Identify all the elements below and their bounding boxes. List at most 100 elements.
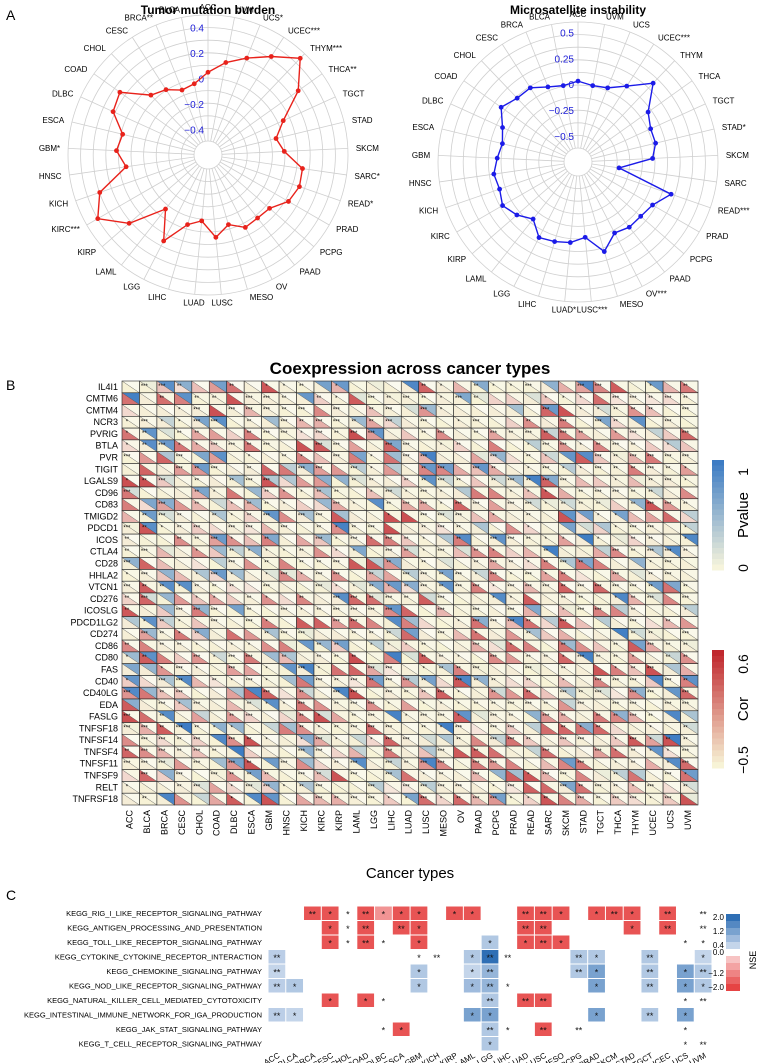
significance-mark: **	[561, 714, 566, 720]
significance-mark: **	[596, 726, 601, 732]
significance-mark: **	[474, 549, 479, 555]
significance-mark: ***	[315, 419, 323, 425]
gene-label: CD40LG	[83, 688, 118, 698]
cell-diagonal	[191, 380, 210, 393]
significance-mark: **	[369, 584, 374, 590]
cell-diagonal	[610, 463, 629, 476]
tmb-data-point	[161, 238, 167, 244]
msi-category-label: CESC	[476, 33, 498, 42]
cell-diagonal	[226, 451, 245, 464]
cell-diagonal	[680, 463, 699, 476]
tmb-category-label: GBM*	[39, 144, 60, 153]
cell-diagonal	[296, 439, 315, 452]
significance-mark: ***	[595, 490, 603, 496]
cell-diagonal	[418, 392, 437, 405]
tmb-category-label: COAD	[64, 65, 87, 74]
significance-mark: *	[335, 396, 338, 402]
significance-mark: **	[578, 502, 583, 508]
significance-mark: ***	[246, 525, 254, 531]
significance-mark: ***	[228, 667, 236, 673]
significance-mark: **	[561, 643, 566, 649]
cell-diagonal	[680, 498, 699, 511]
msi-category-label: LUAD*	[552, 305, 576, 314]
significance-mark: *	[527, 490, 530, 496]
cell-diagonal	[418, 404, 437, 417]
significance-mark: ***	[630, 679, 638, 685]
significance-mark: **	[282, 455, 287, 461]
significance-mark: ***	[438, 478, 446, 484]
msi-category-label: COAD	[434, 72, 457, 81]
significance-mark: *	[230, 514, 233, 520]
msi-radial-tick: −0.5	[554, 132, 574, 143]
tmb-category-label: OV	[276, 283, 288, 292]
significance-mark: **	[578, 690, 583, 696]
significance-mark: **	[596, 443, 601, 449]
msi-category-label: PRAD	[706, 232, 728, 241]
tmb-category-label: DLBC	[52, 90, 74, 99]
significance-mark: *	[580, 408, 583, 414]
cell-diagonal	[680, 380, 699, 393]
significance-mark: ***	[455, 679, 463, 685]
significance-mark: **	[194, 431, 199, 437]
msi-data-point	[668, 191, 674, 197]
cell-diagonal	[470, 404, 489, 417]
significance-mark: **	[159, 631, 164, 637]
significance-mark: ***	[385, 549, 393, 555]
cell-diagonal	[418, 522, 437, 535]
tmb-category-label: BLCA	[159, 6, 181, 15]
cell-diagonal	[209, 427, 227, 441]
significance-mark: ***	[682, 408, 690, 414]
cell-diagonal	[470, 486, 489, 499]
significance-mark: ***	[158, 478, 166, 484]
cell-diagonal	[383, 451, 402, 464]
cell-diagonal	[488, 380, 507, 393]
significance-mark: **	[142, 525, 147, 531]
significance-mark: ***	[420, 714, 428, 720]
tmb-spoke	[68, 147, 195, 155]
significance-mark: ***	[263, 584, 271, 590]
msi-category-label: UVM	[606, 13, 624, 22]
cell-diagonal	[488, 404, 507, 417]
cell-diagonal	[156, 510, 175, 523]
cell-diagonal	[348, 522, 367, 535]
cell-diagonal	[401, 463, 419, 476]
cell-diagonal	[540, 522, 559, 535]
cell-diagonal	[436, 498, 454, 511]
significance-mark: **	[526, 514, 531, 520]
tmb-spoke	[121, 165, 200, 266]
significance-mark: ***	[193, 702, 201, 708]
significance-mark: **	[404, 549, 409, 555]
gene-label: TNFSF4	[84, 747, 118, 757]
significance-mark: **	[247, 608, 252, 614]
cell-diagonal	[680, 451, 699, 464]
cell-diagonal	[505, 380, 524, 393]
gene-label: CTLA4	[90, 547, 118, 557]
significance-mark: ***	[664, 561, 672, 567]
significance-mark: ***	[141, 573, 149, 579]
msi-data-point	[552, 239, 558, 245]
cell-diagonal	[174, 451, 192, 464]
cell-diagonal	[470, 510, 489, 523]
significance-mark: ***	[455, 514, 463, 520]
significance-mark: **	[142, 431, 147, 437]
significance-mark: **	[212, 584, 217, 590]
cell-diagonal	[296, 475, 315, 488]
significance-mark: ***	[438, 596, 446, 602]
significance-mark: **	[229, 384, 234, 390]
cell-diagonal	[401, 427, 419, 441]
cell-diagonal	[191, 439, 210, 452]
significance-mark: ***	[228, 655, 236, 661]
cell-diagonal	[645, 380, 664, 393]
cell-diagonal	[191, 392, 210, 405]
significance-mark: ***	[350, 620, 358, 626]
tmb-category-label: ESCA	[42, 116, 64, 125]
tmb-spoke	[219, 161, 330, 226]
significance-mark: ***	[577, 384, 585, 390]
significance-mark: ***	[455, 396, 463, 402]
cell-diagonal	[558, 451, 576, 464]
cell-diagonal	[313, 463, 332, 476]
significance-mark: **	[526, 690, 531, 696]
significance-mark: **	[456, 667, 461, 673]
significance-mark: *	[370, 537, 373, 543]
significance-mark: **	[491, 467, 496, 473]
